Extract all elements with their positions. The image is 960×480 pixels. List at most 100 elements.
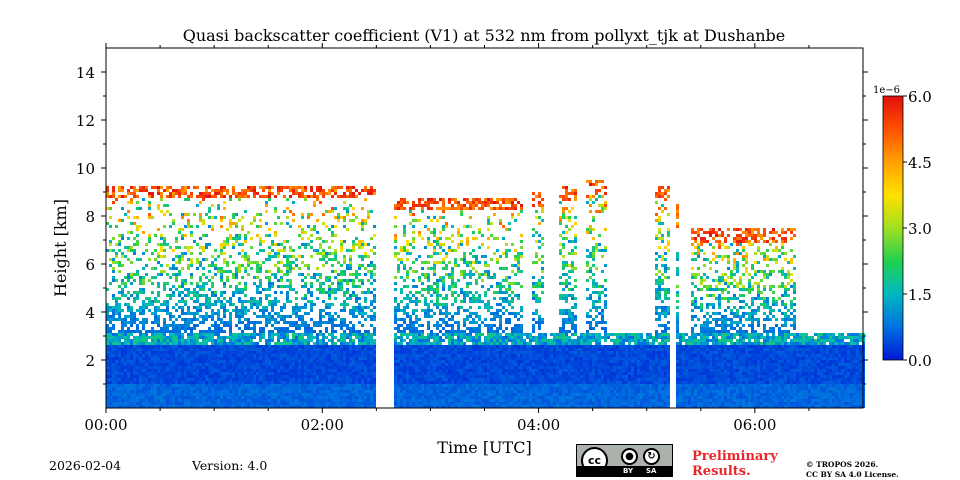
heatmap-cell [286,270,289,273]
heatmap-cell [370,396,373,399]
heatmap-cell [226,357,229,360]
heatmap-cell [259,393,262,396]
heatmap-cell [301,237,304,240]
heatmap-cell [265,351,268,354]
heatmap-cell [406,372,409,375]
heatmap-cell [211,255,214,258]
heatmap-cell [175,276,178,279]
heatmap-cell [280,186,283,189]
heatmap-cell [202,387,205,390]
heatmap-cell [307,312,310,315]
heatmap-cell [238,288,241,291]
heatmap-cell [436,351,439,354]
heatmap-cell [430,348,433,351]
heatmap-cell [202,357,205,360]
heatmap-cell [394,354,397,357]
heatmap-cell [271,240,274,243]
heatmap-cell [250,387,253,390]
heatmap-cell [151,312,154,315]
heatmap-cell [118,336,121,339]
heatmap-cell [328,192,331,195]
heatmap-cell [154,348,157,351]
heatmap-cell [436,372,439,375]
heatmap-cell [364,366,367,369]
heatmap-cell [160,234,163,237]
heatmap-cell [346,249,349,252]
heatmap-cell [199,279,202,282]
heatmap-cell [124,303,127,306]
heatmap-cell [286,240,289,243]
heatmap-cell [262,348,265,351]
heatmap-cell [241,276,244,279]
heatmap-cell [367,348,370,351]
heatmap-cell [349,351,352,354]
heatmap-cell [238,321,241,324]
heatmap-cell [202,345,205,348]
heatmap-cell [160,345,163,348]
heatmap-cell [259,330,262,333]
heatmap-cell [286,372,289,375]
heatmap-cell [268,387,271,390]
heatmap-cell [316,198,319,201]
heatmap-cell [184,381,187,384]
heatmap-cell [322,357,325,360]
heatmap-cell [226,378,229,381]
heatmap-cell [136,360,139,363]
heatmap-cell [280,399,283,402]
heatmap-cell [460,369,463,372]
heatmap-cell [181,336,184,339]
heatmap-cell [223,306,226,309]
heatmap-cell [409,318,412,321]
heatmap-cell [340,348,343,351]
heatmap-cell [406,363,409,366]
heatmap-cell [439,276,442,279]
heatmap-cell [436,360,439,363]
heatmap-cell [271,285,274,288]
heatmap-cell [271,369,274,372]
heatmap-cell [181,351,184,354]
heatmap-cell [325,360,328,363]
heatmap-cell [256,372,259,375]
heatmap-cell [436,354,439,357]
heatmap-cell [175,348,178,351]
heatmap-cell [154,399,157,402]
heatmap-cell [373,252,376,255]
heatmap-cell [187,405,190,408]
heatmap-cell [163,285,166,288]
heatmap-cell [424,399,427,402]
heatmap-cell [214,291,217,294]
heatmap-cell [124,213,127,216]
heatmap-cell [244,189,247,192]
heatmap-cell [259,270,262,273]
heatmap-cell [187,309,190,312]
heatmap-cell [121,234,124,237]
heatmap-cell [355,357,358,360]
heatmap-cell [187,375,190,378]
heatmap-cell [169,339,172,342]
heatmap-cell [127,258,130,261]
heatmap-cell [202,405,205,408]
heatmap-cell [250,369,253,372]
heatmap-cell [463,309,466,312]
heatmap-cell [211,393,214,396]
heatmap-cell [133,363,136,366]
heatmap-cell [283,402,286,405]
heatmap-cell [178,339,181,342]
heatmap-cell [217,387,220,390]
heatmap-cell [337,339,340,342]
heatmap-cell [250,396,253,399]
heatmap-cell [223,357,226,360]
heatmap-cell [442,225,445,228]
heatmap-cell [397,354,400,357]
heatmap-cell [343,294,346,297]
heatmap-cell [130,231,133,234]
heatmap-cell [157,348,160,351]
heatmap-cell [205,354,208,357]
heatmap-cell [457,333,460,336]
heatmap-cell [208,339,211,342]
heatmap-cell [160,333,163,336]
heatmap-cell [331,372,334,375]
heatmap-cell [175,255,178,258]
heatmap-cell [466,264,469,267]
heatmap-cell [364,384,367,387]
